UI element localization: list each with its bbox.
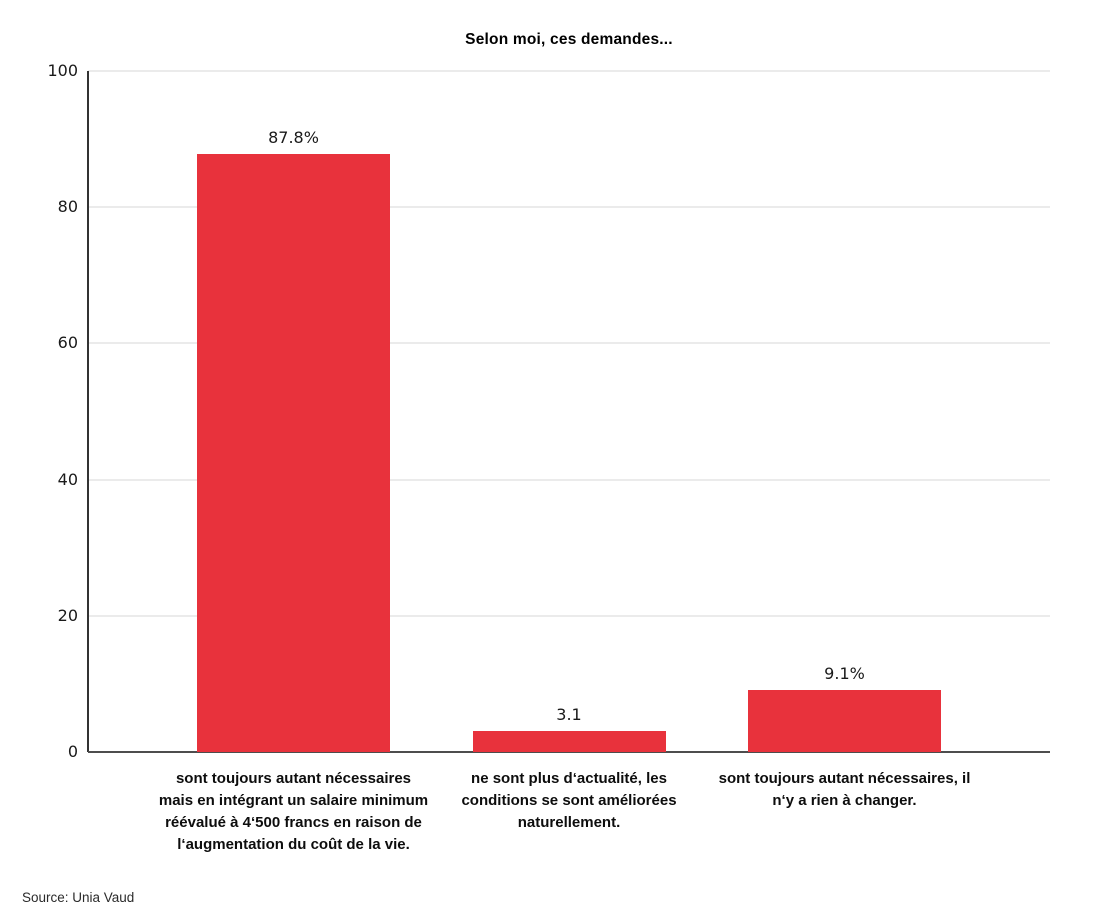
gridline — [88, 206, 1050, 209]
bar-value-label: 9.1% — [824, 664, 865, 684]
bar-value-label: 3.1 — [556, 704, 582, 724]
gridline — [88, 478, 1050, 481]
bar-value-label: 87.8% — [268, 128, 319, 148]
bar — [472, 730, 666, 752]
y-tick-label: 20 — [57, 605, 78, 625]
bar-category-label: sont toujours autant nécessaires, il n‘y… — [718, 770, 971, 809]
chart-title: Selon moi, ces demandes... — [465, 31, 673, 48]
y-tick-label: 40 — [57, 469, 78, 489]
gridline — [88, 342, 1050, 345]
y-tick-label: 60 — [57, 333, 78, 353]
bar-category-label: sont toujours autant nécessaires mais en… — [158, 770, 429, 853]
bar — [748, 690, 941, 752]
x-axis-line — [88, 751, 1050, 753]
bar-category-label: ne sont plus d‘actualité, les conditions… — [461, 770, 677, 831]
y-axis-line — [87, 71, 89, 752]
gridline — [88, 70, 1050, 72]
gridline — [88, 614, 1050, 617]
y-tick-label: 80 — [57, 197, 78, 217]
bar — [197, 154, 390, 752]
y-tick-label: 0 — [67, 742, 78, 761]
y-tick-label: 100 — [47, 61, 78, 80]
source-note: Source: Unia Vaud — [22, 890, 135, 905]
